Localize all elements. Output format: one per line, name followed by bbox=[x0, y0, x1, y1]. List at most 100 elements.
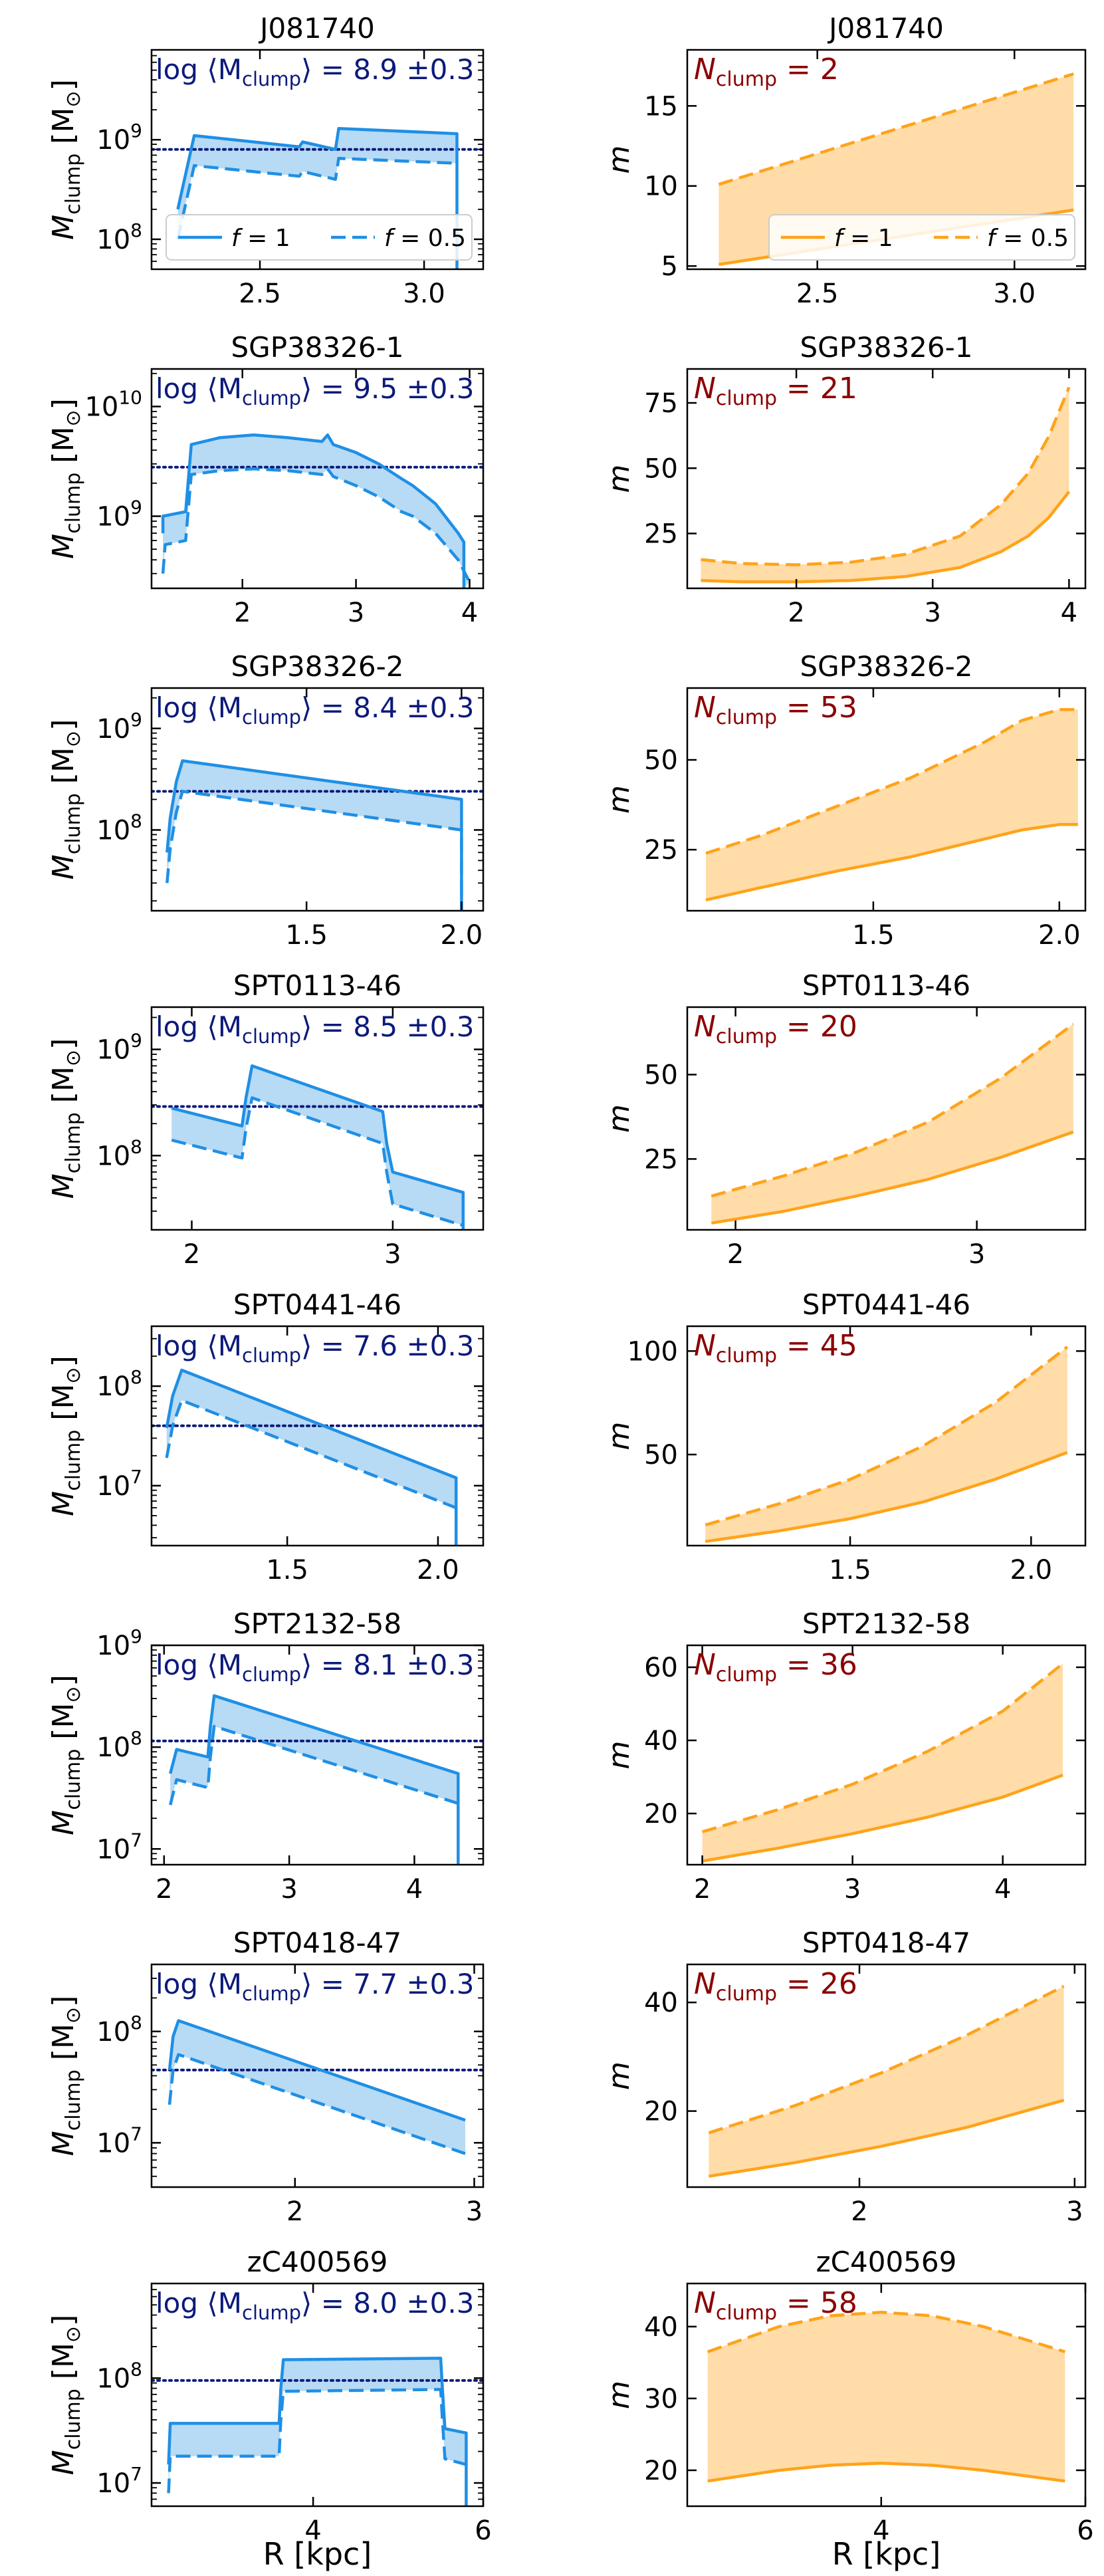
x-tick-label: 4 bbox=[406, 1874, 423, 1905]
annot-log-sub: clump bbox=[242, 2301, 301, 2324]
panel-title: SPT0418-47 bbox=[233, 1927, 401, 1959]
series-line-f1 bbox=[702, 1774, 1063, 1863]
annot-log-suffix: ⟩ = bbox=[301, 691, 353, 724]
y-tick-label: 10 bbox=[644, 172, 678, 202]
y-tick-base: 10 bbox=[96, 1631, 130, 1661]
y-label-unit-open: [M bbox=[47, 747, 80, 793]
annot-n-main: N bbox=[694, 1648, 716, 1682]
series-line-f1 bbox=[705, 823, 1078, 901]
annot-n-suffix: = bbox=[777, 1329, 820, 1363]
chart-panel-m-SGP38326-1: 2 3 4 25 50 75 SGP38326-1 m Nclump = 21 bbox=[602, 331, 1087, 628]
legend-label-f05: f = 0.5 bbox=[384, 225, 466, 252]
clump-count-annotation: Nclump = 53 bbox=[694, 691, 857, 729]
y-label-unit-close: ] bbox=[47, 1996, 80, 2007]
legend: f = 1 f = 0.5 bbox=[166, 214, 473, 261]
y-tick-exponent: 9 bbox=[130, 496, 142, 518]
y-tick-label: 108 bbox=[96, 810, 142, 846]
legend-f-value: = 0.5 bbox=[393, 225, 466, 252]
panel-title: SGP38326-1 bbox=[231, 331, 403, 364]
annot-log-sub: clump bbox=[242, 1344, 301, 1367]
y-label-sub: clump bbox=[62, 154, 85, 215]
y-tick-exponent: 7 bbox=[130, 1466, 142, 1488]
annot-log-value: 7.6 ±0.3 bbox=[353, 1330, 474, 1362]
annot-n-main: N bbox=[694, 53, 716, 86]
x-tick-label: 2.0 bbox=[1010, 1555, 1053, 1585]
x-tick-label: 4 bbox=[873, 2516, 889, 2546]
panel-title: SPT0441-46 bbox=[233, 1288, 401, 1321]
y-tick-exponent: 8 bbox=[130, 1135, 142, 1157]
y-axis-label: Mclump [M⊙] bbox=[47, 79, 85, 240]
series-line-f1 bbox=[705, 1451, 1068, 1544]
annot-log-sub: clump bbox=[242, 68, 301, 90]
series-fill-band bbox=[706, 709, 1078, 900]
y-label-unit-sub: ⊙ bbox=[62, 1686, 85, 1702]
annot-n-suffix: = bbox=[777, 372, 820, 406]
y-tick-base: 10 bbox=[96, 815, 130, 846]
y-tick-exponent: 9 bbox=[130, 120, 142, 142]
series-line-f1 bbox=[707, 2461, 1065, 2483]
y-tick-label: 109 bbox=[96, 1625, 142, 1661]
y-tick-base: 10 bbox=[96, 2128, 130, 2159]
x-tick-label: 3 bbox=[925, 598, 941, 628]
y-label-unit-open: [M bbox=[47, 2024, 80, 2069]
y-tick-base: 10 bbox=[96, 125, 130, 156]
y-tick-label: 108 bbox=[96, 1366, 142, 1402]
y-tick-label: 25 bbox=[644, 835, 678, 866]
plot-frame bbox=[686, 2282, 1087, 2508]
annot-log-suffix: ⟩ = bbox=[301, 2287, 353, 2319]
annot-log-sub: clump bbox=[242, 387, 301, 410]
y-tick-exponent: 8 bbox=[130, 1366, 142, 1388]
annot-log-sub: clump bbox=[242, 706, 301, 729]
y-tick-exponent: 8 bbox=[130, 810, 142, 832]
plot-area bbox=[152, 759, 483, 911]
y-tick-label: 107 bbox=[96, 1466, 142, 1502]
mean-mass-annotation: log ⟨Mclump⟩ = 7.6 ±0.3 bbox=[156, 1330, 474, 1367]
y-label-m: m bbox=[602, 2381, 636, 2409]
y-label-unit-close: ] bbox=[47, 1355, 80, 1367]
x-tick-label: 1.5 bbox=[285, 920, 328, 951]
x-tick-label: 2 bbox=[694, 1874, 711, 1905]
series-line-f05 bbox=[167, 2388, 467, 2494]
series-line-f05 bbox=[161, 467, 471, 583]
y-tick-base: 10 bbox=[96, 1834, 130, 1865]
y-tick-label: 40 bbox=[644, 1726, 678, 1756]
panel-title: SPT0418-47 bbox=[802, 1927, 970, 1959]
panel-title: SGP38326-2 bbox=[800, 650, 972, 683]
y-label-unit-sub: ⊙ bbox=[62, 410, 85, 426]
series-line-f05 bbox=[701, 1662, 1064, 1833]
plot-area bbox=[152, 1368, 483, 1546]
x-tick-label: 1.5 bbox=[852, 920, 895, 951]
series-line-f1 bbox=[709, 2099, 1065, 2178]
clump-count-annotation: Nclump = 26 bbox=[694, 1967, 857, 2006]
x-tick-label: 2.0 bbox=[1038, 920, 1081, 951]
y-label-unit-sub: ⊙ bbox=[62, 2326, 85, 2343]
y-label-main: M bbox=[47, 1173, 80, 1199]
annot-log-prefix: log ⟨M bbox=[156, 1968, 242, 2000]
y-tick-base: 10 bbox=[96, 225, 130, 255]
annot-log-prefix: log ⟨M bbox=[156, 1330, 242, 1362]
legend: f = 1 f = 0.5 bbox=[768, 214, 1075, 261]
plot-area bbox=[705, 1346, 1069, 1544]
plot-area bbox=[711, 1022, 1075, 1225]
annot-log-prefix: log ⟨M bbox=[156, 1010, 242, 1043]
y-axis-label: m bbox=[602, 1741, 636, 1770]
y-label-sub: clump bbox=[62, 793, 85, 854]
annot-log-sub: clump bbox=[242, 1982, 301, 2005]
annot-log-value: 8.1 ±0.3 bbox=[353, 1649, 474, 1681]
series-line-f1 bbox=[166, 759, 463, 911]
y-tick-label: 109 bbox=[96, 1030, 142, 1066]
annot-n-sub: clump bbox=[716, 387, 777, 410]
panel-title: zC400569 bbox=[816, 2246, 957, 2278]
y-tick-exponent: 9 bbox=[130, 1030, 142, 1052]
panel-title: SPT2132-58 bbox=[233, 1607, 401, 1640]
series-line-f1 bbox=[161, 433, 466, 588]
y-label-m: m bbox=[602, 2061, 636, 2090]
chart-panel-m-zC400569: 4 6 20 30 40 zC400569 m Nclump = 58 bbox=[602, 2246, 1094, 2546]
series-line-f05 bbox=[708, 1984, 1065, 2135]
